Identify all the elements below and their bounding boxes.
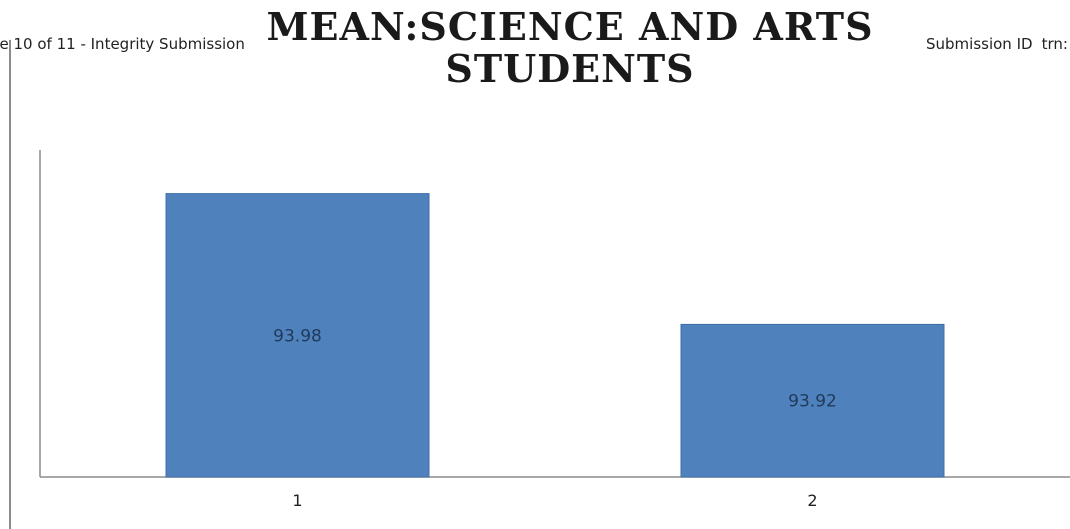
submission-info: Submission ID trn: — [926, 35, 1068, 53]
data-label-1: 93.98 — [273, 326, 322, 346]
submission-id-label: Submission ID — [926, 35, 1033, 53]
page-left-border — [9, 40, 11, 529]
data-label-2: 93.92 — [788, 392, 837, 412]
bar-2 — [680, 323, 945, 478]
x-tick-label-1: 1 — [292, 491, 302, 510]
page-info-text: ge 10 of 11 - Integrity Submission — [0, 35, 245, 53]
chart-title-line-1: MEAN:SCIENCE AND ARTS — [266, 4, 874, 49]
x-tick-label-2: 2 — [807, 491, 817, 510]
chart-title: MEAN:SCIENCE AND ARTS STUDENTS — [210, 6, 930, 90]
chart-title-line-2: STUDENTS — [445, 46, 695, 91]
submission-id-value: trn: — [1041, 35, 1068, 53]
bar-1 — [165, 193, 430, 478]
